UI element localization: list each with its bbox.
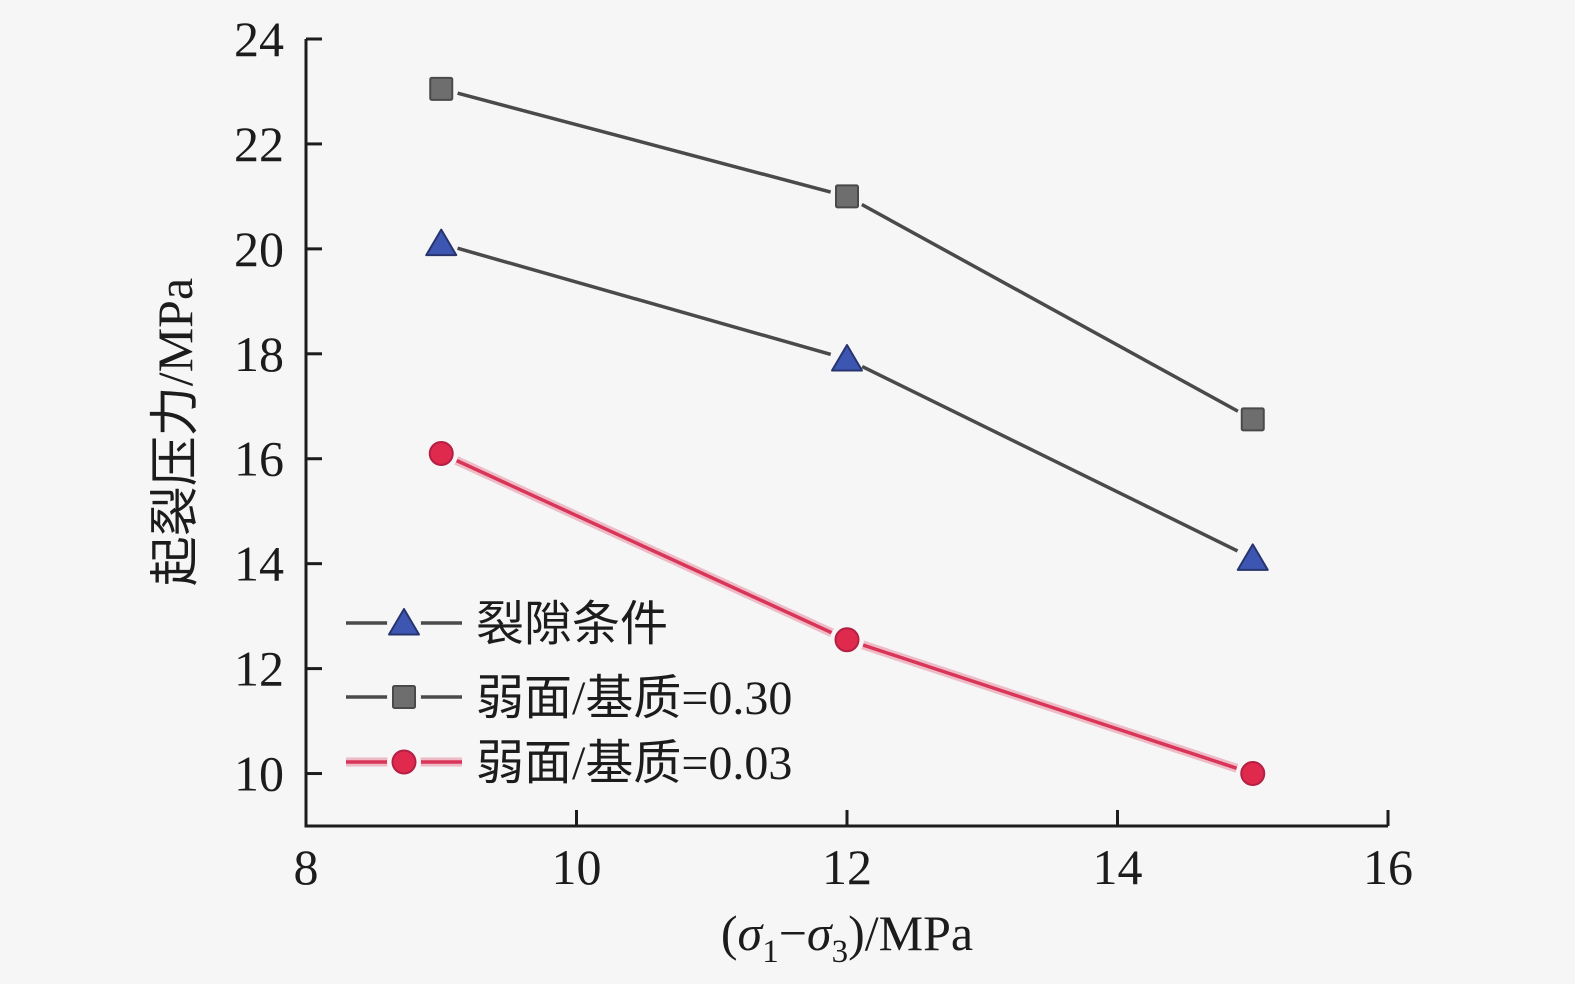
x-tick-label: 16 — [1363, 839, 1413, 895]
square-marker — [392, 685, 416, 709]
legend-item: 裂隙条件 — [346, 598, 668, 651]
y-tick-label: 10 — [234, 746, 284, 802]
legend-item: 弱面/基质=0.30 — [346, 672, 792, 725]
x-tick-label: 8 — [294, 839, 319, 895]
series-square — [424, 71, 1270, 437]
circle-marker — [1240, 761, 1266, 787]
axis-frame — [304, 39, 1388, 828]
data-series — [424, 71, 1270, 791]
square-marker — [429, 76, 454, 101]
y-tick-label: 20 — [234, 221, 284, 277]
circle-marker — [391, 749, 417, 775]
x-tick-label: 10 — [552, 839, 602, 895]
series-circle — [424, 436, 1270, 791]
y-tick-label: 12 — [234, 641, 284, 697]
y-tick-label: 14 — [234, 536, 284, 592]
legend-item: 弱面/基质=0.03 — [346, 737, 792, 790]
triangle-marker — [425, 228, 458, 257]
y-axis-title: 起裂压力/MPa — [147, 278, 203, 586]
x-tick-label: 12 — [822, 839, 872, 895]
y-tick-label: 22 — [234, 116, 284, 172]
series-triangle — [424, 226, 1270, 576]
y-tick-label: 16 — [234, 431, 284, 487]
x-tick-label: 14 — [1093, 839, 1143, 895]
triangle-marker — [831, 344, 863, 372]
legend-label: 弱面/基质=0.03 — [476, 737, 792, 790]
y-tick-label: 24 — [234, 11, 284, 67]
circle-marker — [428, 440, 454, 466]
triangle-marker — [388, 608, 420, 636]
square-marker — [835, 184, 859, 209]
y-tick-label: 18 — [234, 326, 284, 382]
triangle-marker — [1236, 543, 1269, 571]
square-marker — [1240, 407, 1265, 432]
x-axis-title: (σ1−σ3)/MPa — [721, 905, 973, 970]
legend-label: 裂隙条件 — [476, 598, 668, 651]
circle-marker — [834, 627, 860, 653]
legend-label: 弱面/基质=0.30 — [476, 672, 792, 725]
